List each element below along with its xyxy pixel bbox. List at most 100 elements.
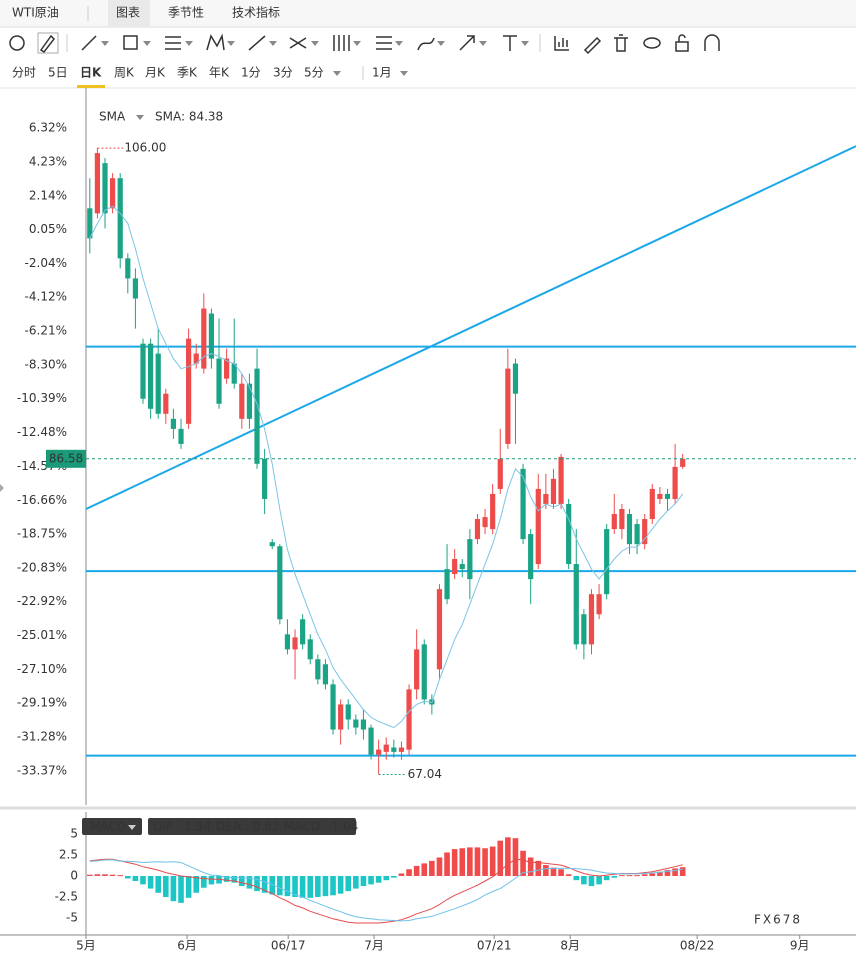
timeframe[interactable]: 日K [80, 66, 102, 80]
tool-icon[interactable] [643, 37, 661, 49]
y-tick-label: 2.14% [29, 188, 67, 202]
candle-body [543, 493, 549, 504]
tool-icon[interactable] [206, 33, 225, 51]
candle-body [444, 569, 450, 600]
macd-select[interactable] [82, 818, 142, 835]
tool-icon[interactable] [39, 34, 55, 54]
macd-bar [649, 873, 656, 876]
timeframe[interactable]: 1分 [241, 66, 261, 80]
timeframe[interactable]: 季K [177, 66, 198, 80]
y-tick-label: -2.04% [25, 256, 67, 270]
macd-bar [421, 863, 428, 876]
timeframe[interactable]: 周K [114, 66, 135, 80]
y-tick-label: -27.10% [17, 662, 67, 676]
tab[interactable]: 图表 [116, 6, 140, 20]
tool-icon[interactable] [704, 34, 720, 51]
candle-body [125, 258, 131, 279]
toolbar [9, 32, 720, 55]
macd-bar [527, 857, 534, 876]
dropdown-arrow[interactable] [521, 41, 529, 46]
macd-bar [535, 860, 542, 876]
y-tick-label: 4.23% [29, 154, 67, 168]
candle-body [224, 358, 230, 379]
candle-body [330, 684, 336, 730]
macd-bar [201, 875, 207, 888]
dropdown-arrow[interactable] [227, 41, 235, 46]
last-price-badge [46, 449, 86, 468]
dropdown-arrow[interactable] [128, 825, 136, 830]
macd-bar [223, 875, 230, 882]
macd-bar [163, 875, 169, 897]
tool-icon[interactable] [614, 34, 628, 52]
dropdown-arrow[interactable] [479, 41, 487, 46]
dropdown-arrow[interactable] [395, 41, 403, 46]
candle-body [132, 278, 139, 299]
tool-icon[interactable] [554, 36, 569, 51]
macd-bar [307, 875, 314, 898]
candle-body [535, 488, 541, 565]
dropdown-arrow[interactable] [136, 115, 144, 120]
dropdown-arrow[interactable] [143, 41, 151, 46]
tool-icon[interactable] [503, 35, 517, 51]
macd-bar [436, 857, 443, 876]
timeframe[interactable]: 5日 [48, 66, 68, 80]
tool-icon[interactable] [9, 35, 25, 51]
candle-body [178, 428, 184, 444]
macd-bar [489, 846, 496, 876]
tool-icon[interactable] [81, 35, 97, 51]
macd-bar [117, 875, 124, 877]
macd-bar [254, 875, 260, 892]
dropdown-arrow[interactable] [400, 71, 408, 76]
tool-icon[interactable] [333, 35, 350, 51]
macd-bar [391, 875, 397, 878]
candle-body [452, 559, 458, 575]
tab[interactable]: 技术指标 [232, 5, 280, 20]
candle-body [110, 178, 116, 209]
tool-icon[interactable] [417, 37, 435, 51]
range-select[interactable]: 1月 [372, 66, 392, 80]
low-label: 67.04 [408, 767, 442, 781]
tool-icon[interactable] [289, 37, 307, 49]
dropdown-arrow[interactable] [437, 41, 445, 46]
y-tick-label: 5 [70, 826, 78, 840]
tool-icon[interactable] [165, 36, 181, 50]
macd-bar [565, 874, 572, 876]
trend-line [85, 145, 856, 510]
tool-icon[interactable] [248, 35, 266, 51]
candle-body [345, 704, 351, 720]
dropdown-arrow[interactable] [311, 41, 319, 46]
timeframe[interactable]: 月K [145, 66, 166, 80]
macd-bar [132, 875, 139, 882]
macd-bar [611, 875, 618, 878]
dif-line [89, 858, 683, 924]
tool-icon[interactable] [583, 36, 602, 55]
timeframe[interactable]: 年K [209, 66, 230, 80]
candle-body [307, 639, 313, 660]
tool-icon[interactable] [678, 34, 686, 42]
dropdown-arrow[interactable] [101, 41, 109, 46]
y-tick-label: 2.5 [59, 847, 78, 861]
tool-icon[interactable] [675, 41, 689, 52]
dropdown-arrow[interactable] [333, 71, 341, 76]
candle-body [474, 519, 481, 540]
macd-bar [459, 848, 466, 876]
dropdown-arrow[interactable] [269, 41, 277, 46]
dropdown-arrow[interactable] [353, 41, 361, 46]
dropdown-arrow[interactable] [185, 41, 193, 46]
watermark: FX678 [754, 913, 802, 927]
macd-bar [193, 875, 200, 893]
macd-bar [497, 840, 504, 876]
timeframe[interactable]: 3分 [273, 66, 293, 80]
tool-icon[interactable] [123, 35, 138, 50]
candle-body [566, 503, 572, 565]
side-handle[interactable] [0, 484, 4, 492]
tool-icon[interactable] [376, 36, 392, 50]
candle-body [87, 208, 93, 239]
timeframe[interactable]: 5分 [304, 66, 324, 80]
timeframe[interactable]: 分时 [12, 66, 36, 80]
candle-body [102, 163, 108, 214]
tool-icon[interactable] [459, 35, 475, 51]
tab[interactable]: 季节性 [168, 6, 204, 20]
candle-body [467, 539, 473, 580]
macd-bar [155, 875, 162, 893]
